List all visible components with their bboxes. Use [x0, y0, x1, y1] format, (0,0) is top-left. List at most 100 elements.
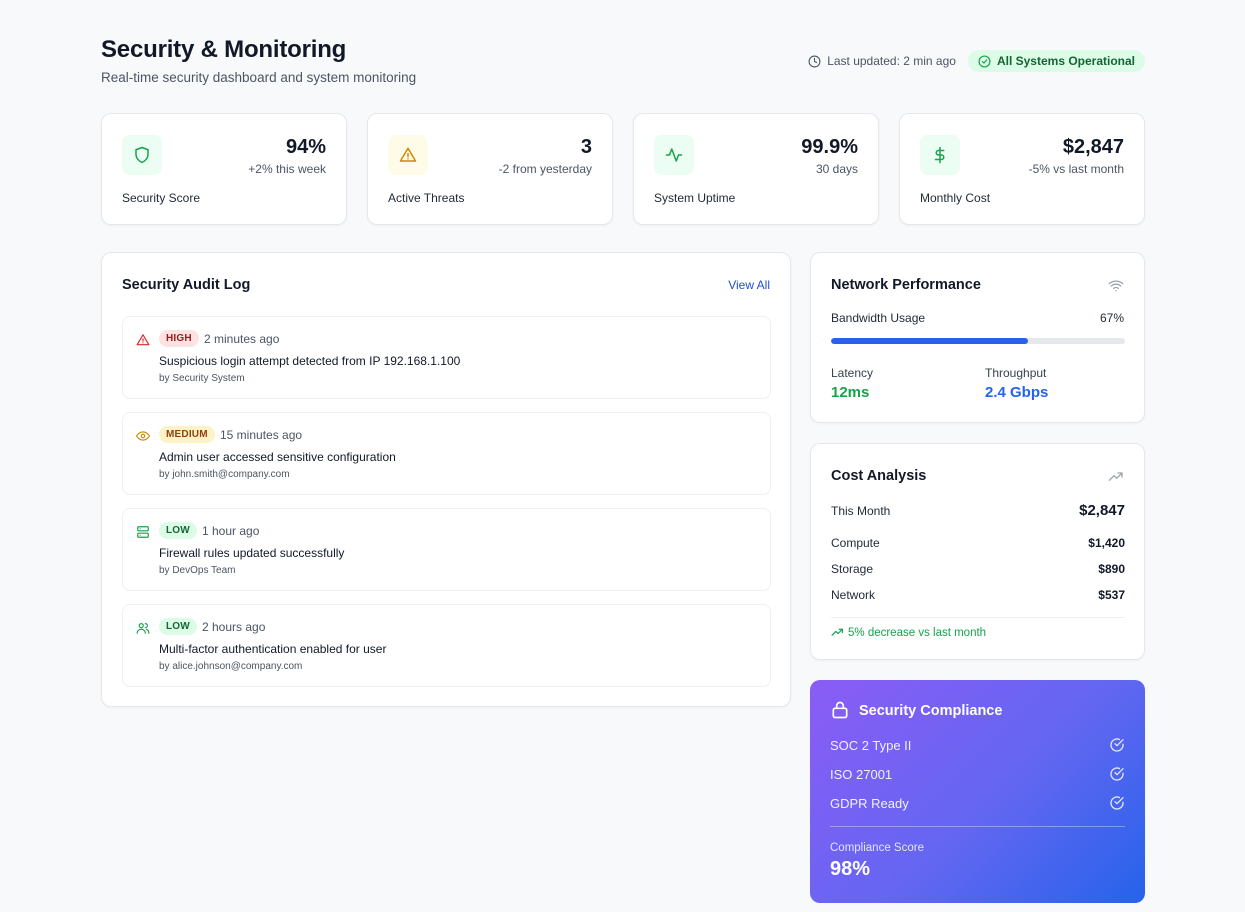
audit-log-title: Security Audit Log: [122, 277, 251, 293]
entry-author: by Security System: [159, 373, 245, 384]
stat-icon-box: [122, 135, 162, 175]
check-circle-icon: [1110, 796, 1124, 810]
stat-label: Active Threats: [388, 191, 465, 205]
cost-trend-note: 5% decrease vs last month: [831, 626, 986, 639]
entry-message: Admin user accessed sensitive configurat…: [159, 450, 396, 464]
divider: [830, 826, 1125, 827]
shield-icon: [135, 146, 149, 164]
compliance-score-value: 98%: [830, 858, 871, 880]
trending-down-icon: [831, 628, 843, 636]
severity-badge: HIGH: [159, 330, 199, 347]
stat-value: $2,847: [1062, 136, 1124, 158]
network-title: Network Performance: [831, 277, 981, 293]
severity-badge: LOW: [159, 522, 197, 539]
compliance-title: Security Compliance: [859, 703, 1003, 719]
wifi-icon: [1108, 280, 1124, 292]
users-icon: [136, 623, 150, 634]
cost-row-network: Network $537: [831, 588, 1125, 602]
cost-this-month-label: This Month: [831, 503, 891, 518]
cost-title: Cost Analysis: [831, 468, 927, 484]
stat-card-monthly-cost: $2,847 -5% vs last month Monthly Cost: [899, 113, 1145, 225]
security-compliance-card: Security Compliance SOC 2 Type II ISO 27…: [810, 680, 1145, 903]
throughput-label: Throughput: [985, 366, 1047, 380]
entry-time: 2 minutes ago: [204, 332, 280, 346]
stat-icon-box: [654, 135, 694, 175]
entry-message: Multi-factor authentication enabled for …: [159, 642, 387, 656]
entry-time: 2 hours ago: [202, 620, 266, 634]
stat-value: 3: [580, 136, 592, 158]
cost-this-month-row: This Month $2,847: [831, 502, 1125, 519]
stat-delta: -2 from yesterday: [498, 162, 592, 176]
entry-time: 1 hour ago: [202, 524, 260, 538]
cost-item-label: Storage: [831, 562, 874, 576]
page-title: Security & Monitoring: [101, 36, 347, 63]
divider: [831, 617, 1125, 618]
entry-message: Firewall rules updated successfully: [159, 546, 345, 560]
cost-item-value: $537: [1098, 588, 1125, 602]
clock-icon: [808, 55, 821, 67]
stat-card-active-threats: 3 -2 from yesterday Active Threats: [367, 113, 613, 225]
activity-icon: [665, 148, 683, 162]
check-circle-icon: [978, 54, 991, 68]
lock-icon: [832, 701, 848, 719]
compliance-item: SOC 2 Type II: [830, 737, 1125, 753]
network-performance-card: Network Performance Bandwidth Usage 67% …: [810, 252, 1145, 423]
trending-icon: [1108, 472, 1123, 481]
entry-author: by john.smith@company.com: [159, 469, 290, 480]
stat-icon-box: [920, 135, 960, 175]
bandwidth-progress-bar: [831, 338, 1125, 344]
view-all-link[interactable]: View All: [728, 278, 770, 292]
compliance-item-label: GDPR Ready: [830, 795, 909, 811]
throughput-value: 2.4 Gbps: [985, 384, 1049, 401]
severity-badge: MEDIUM: [159, 426, 215, 443]
compliance-item: ISO 27001: [830, 766, 1125, 782]
stat-delta: 30 days: [815, 162, 858, 176]
compliance-score-label: Compliance Score: [830, 842, 924, 854]
severity-badge: LOW: [159, 618, 197, 635]
stat-label: Monthly Cost: [920, 191, 991, 205]
cost-item-label: Compute: [831, 536, 880, 550]
header-status: Last updated: 2 min ago All Systems Oper…: [808, 50, 1145, 72]
stat-label: System Uptime: [654, 191, 736, 205]
status-badge: All Systems Operational: [967, 50, 1145, 72]
compliance-item: GDPR Ready: [830, 795, 1125, 811]
check-circle-icon: [1110, 738, 1124, 752]
bandwidth-progress-fill: [831, 338, 1028, 344]
audit-entry[interactable]: HIGH 2 minutes ago Suspicious login atte…: [122, 316, 771, 399]
cost-item-value: $890: [1098, 562, 1125, 576]
cost-this-month-value: $2,847: [1079, 502, 1125, 519]
bandwidth-label: Bandwidth Usage: [831, 311, 926, 325]
last-updated-text: Last updated: 2 min ago: [827, 54, 956, 68]
entry-author: by DevOps Team: [159, 565, 236, 576]
cost-row-compute: Compute $1,420: [831, 536, 1125, 550]
warning-icon: [399, 147, 417, 162]
cost-analysis-card: Cost Analysis This Month $2,847 Compute …: [810, 443, 1145, 660]
cost-note-text: 5% decrease vs last month: [848, 626, 987, 639]
latency-value: 12ms: [831, 384, 870, 401]
cost-item-value: $1,420: [1088, 536, 1125, 550]
audit-log-card: Security Audit Log View All HIGH 2 minut…: [101, 252, 791, 707]
compliance-item-label: SOC 2 Type II: [830, 737, 912, 753]
cost-row-storage: Storage $890: [831, 562, 1125, 576]
entry-author: by alice.johnson@company.com: [159, 661, 303, 672]
cost-item-label: Network: [831, 588, 876, 602]
audit-entry[interactable]: MEDIUM 15 minutes ago Admin user accesse…: [122, 412, 771, 495]
stat-card-security-score: 94% +2% this week Security Score: [101, 113, 347, 225]
last-updated: Last updated: 2 min ago: [808, 54, 956, 68]
latency-label: Latency: [831, 366, 874, 380]
page-subtitle: Real-time security dashboard and system …: [101, 70, 417, 85]
stat-value: 99.9%: [801, 136, 858, 158]
audit-entry[interactable]: LOW 1 hour ago Firewall rules updated su…: [122, 508, 771, 591]
stat-value: 94%: [285, 136, 326, 158]
entry-message: Suspicious login attempt detected from I…: [159, 354, 461, 368]
check-circle-icon: [1110, 767, 1124, 781]
entry-time: 15 minutes ago: [220, 428, 303, 442]
compliance-item-label: ISO 27001: [830, 766, 893, 782]
audit-entry[interactable]: LOW 2 hours ago Multi-factor authenticat…: [122, 604, 771, 687]
stat-delta: +2% this week: [248, 162, 326, 176]
server-icon: [137, 526, 149, 538]
stat-label: Security Score: [122, 191, 201, 205]
bandwidth-value: 67%: [1099, 311, 1124, 325]
eye-icon: [136, 431, 150, 441]
